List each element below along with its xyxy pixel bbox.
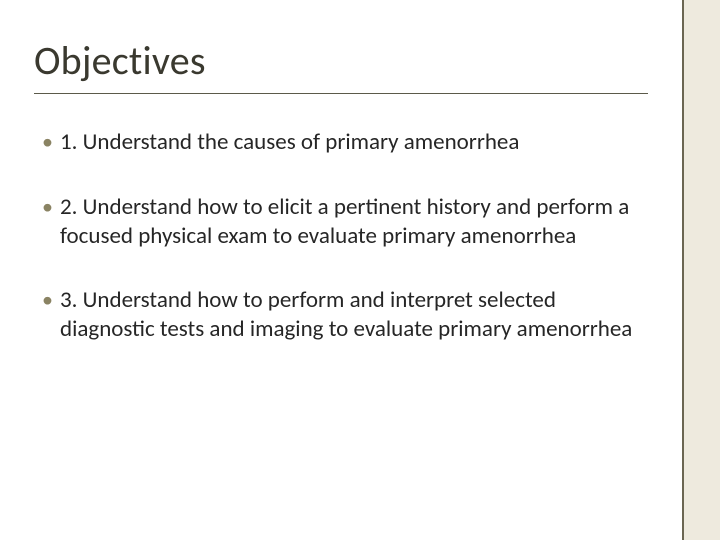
objectives-list: 1. Understand the causes of primary amen… bbox=[34, 128, 648, 344]
list-item: 3. Understand how to perform and interpr… bbox=[42, 286, 648, 344]
slide-title: Objectives bbox=[34, 36, 648, 94]
slide-content: Objectives 1. Understand the causes of p… bbox=[0, 0, 682, 540]
accent-stripe bbox=[682, 0, 720, 540]
list-item: 2. Understand how to elicit a pertinent … bbox=[42, 193, 648, 251]
list-item: 1. Understand the causes of primary amen… bbox=[42, 128, 648, 157]
